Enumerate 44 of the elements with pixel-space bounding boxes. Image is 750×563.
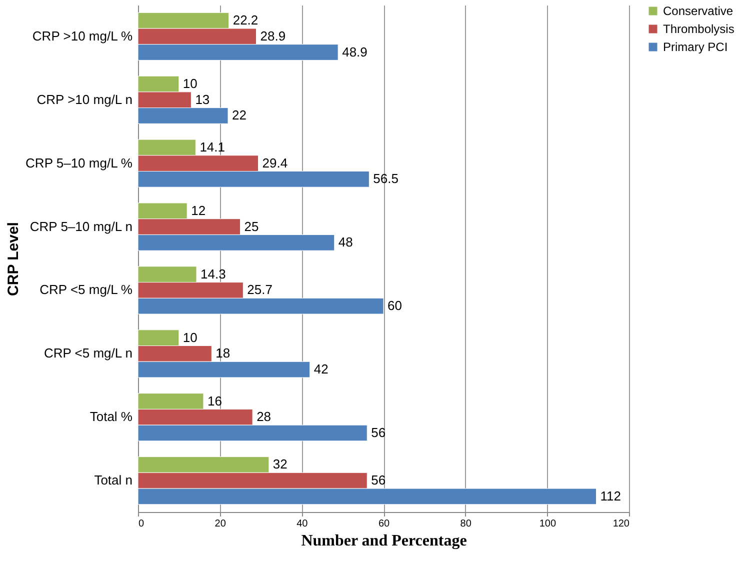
legend-label: Thrombolysis [663, 22, 734, 36]
data-label: 13 [195, 92, 210, 107]
data-label: 10 [182, 330, 198, 345]
data-label: 48.9 [342, 44, 368, 60]
data-label: 12 [191, 202, 206, 218]
data-label: 56.5 [373, 171, 398, 186]
data-label: 29.4 [262, 155, 288, 170]
data-label: 14.1 [200, 139, 226, 154]
x-tick-label: 120 [612, 518, 630, 530]
y-tick-label: CRP <5 mg/L % [40, 282, 133, 298]
data-label: 14.3 [200, 266, 226, 282]
x-tick-label: 60 [378, 518, 390, 530]
y-tick-label: CRP 5–10 mg/L n [30, 218, 132, 234]
data-label: 18 [216, 346, 230, 361]
x-axis-title: Number and Percentage [301, 532, 467, 550]
legend-label: Conservative [663, 4, 734, 18]
data-label: 32 [272, 456, 288, 472]
data-label: 42 [314, 362, 328, 377]
data-label: 22 [232, 108, 246, 123]
data-label: 48 [338, 234, 353, 250]
x-tick-label: 40 [296, 518, 308, 530]
x-tick-label: 20 [214, 518, 226, 530]
x-tick-label: 0 [138, 518, 144, 530]
y-tick-label: CRP <5 mg/L n [44, 346, 132, 361]
data-label: 56 [371, 472, 386, 488]
data-label: 60 [388, 298, 402, 314]
data-label: 22.2 [232, 12, 258, 28]
y-tick-label: CRP >10 mg/L n [36, 92, 132, 107]
y-tick-label: CRP 5–10 mg/L % [26, 155, 133, 170]
x-tick-label: 80 [460, 518, 472, 530]
y-axis-title: CRP Level [4, 222, 22, 296]
data-label: 25.7 [247, 282, 272, 298]
data-label: 16 [207, 393, 222, 408]
data-label: 28.9 [260, 28, 286, 44]
data-label: 112 [600, 488, 621, 504]
data-label: 28 [256, 409, 272, 424]
y-tick-label: CRP >10 mg/L % [32, 28, 133, 44]
data-label: 25 [244, 218, 259, 234]
legend-label: Primary PCI [663, 40, 728, 54]
data-label: 56 [371, 425, 386, 440]
y-tick-label: Total n [94, 472, 132, 488]
x-tick-label: 100 [539, 518, 556, 530]
y-tick-label: Total % [90, 409, 133, 424]
data-label: 10 [182, 76, 198, 91]
